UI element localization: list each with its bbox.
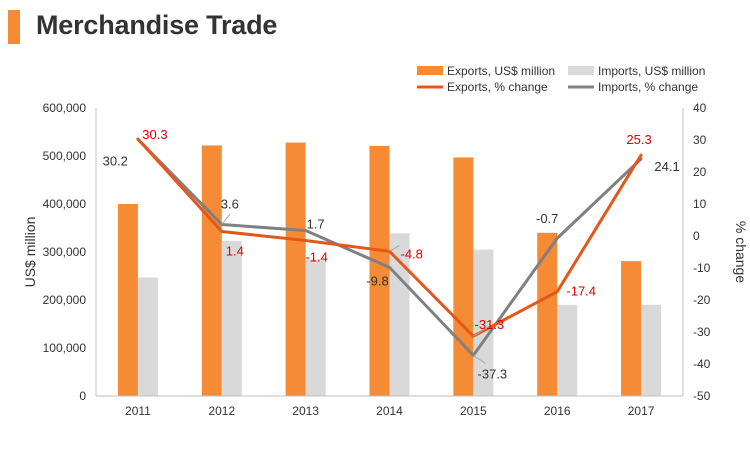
- x-tick-label: 2012: [208, 404, 235, 418]
- imports-bar: [305, 259, 326, 396]
- y2-tick-label: -20: [693, 293, 711, 307]
- y2-tick-label: 30: [693, 133, 707, 147]
- y-tick-label: 200,000: [43, 293, 87, 307]
- imports-bar: [137, 277, 158, 396]
- y2-tick-label: 10: [693, 197, 707, 211]
- imports-change-label: -9.8: [366, 273, 388, 288]
- y2-tick-label: -10: [693, 261, 711, 275]
- y2-tick-label: 20: [693, 165, 707, 179]
- imports-change-label: -0.7: [536, 211, 558, 226]
- imports-label-leader: [221, 214, 231, 225]
- exports-label-leader: [473, 325, 490, 337]
- y2-tick-label: 0: [693, 229, 700, 243]
- y2-axis-title: % change: [733, 221, 749, 283]
- legend-swatch: [417, 66, 443, 75]
- exports-bar: [369, 145, 390, 396]
- imports-bar: [557, 304, 578, 396]
- y-tick-label: 0: [79, 389, 86, 403]
- imports-change-label: 24.1: [654, 159, 679, 174]
- y2-tick-label: 40: [693, 101, 707, 115]
- x-tick-label: 2015: [460, 404, 487, 418]
- y-tick-label: 100,000: [43, 341, 87, 355]
- exports-bar: [453, 157, 474, 396]
- exports-change-label: 25.3: [626, 132, 651, 147]
- y-tick-label: 400,000: [43, 197, 87, 211]
- imports-change-label: 1.7: [307, 217, 325, 232]
- y-tick-label: 500,000: [43, 149, 87, 163]
- imports-change-label: -37.3: [478, 366, 508, 381]
- x-tick-label: 2014: [376, 404, 403, 418]
- imports-label-leader: [473, 354, 486, 364]
- exports-change-label: -1.4: [305, 249, 327, 264]
- legend-swatch: [568, 66, 594, 75]
- x-tick-label: 2016: [544, 404, 571, 418]
- legend-label: Exports, US$ million: [447, 64, 555, 78]
- x-tick-label: 2013: [292, 404, 319, 418]
- y2-tick-label: -40: [693, 357, 711, 371]
- legend-label: Imports, % change: [598, 80, 698, 94]
- exports-change-label: 30.3: [142, 127, 167, 142]
- exports-bar: [621, 261, 642, 396]
- page-title: Merchandise Trade: [36, 10, 278, 40]
- x-tick-label: 2011: [125, 404, 151, 418]
- exports-label-leader: [389, 244, 400, 252]
- exports-change-label: 1.4: [226, 244, 244, 259]
- legend-label: Exports, % change: [447, 80, 548, 94]
- imports-change-label: 30.2: [103, 153, 128, 168]
- imports-change-label: 3.6: [221, 196, 239, 211]
- y2-tick-label: -30: [693, 325, 711, 339]
- exports-change-label: -4.8: [401, 246, 423, 261]
- legend-label: Imports, US$ million: [598, 64, 705, 78]
- exports-change-label: -17.4: [566, 284, 596, 299]
- title-accent-bar: [8, 10, 20, 44]
- exports-change-label: -31.3: [475, 317, 505, 332]
- imports-bar: [473, 249, 494, 396]
- imports-bar: [641, 304, 662, 396]
- y-tick-label: 600,000: [43, 101, 87, 115]
- x-tick-label: 2017: [628, 404, 655, 418]
- imports-bar: [221, 240, 242, 396]
- y2-tick-label: -50: [693, 389, 711, 403]
- y-tick-label: 300,000: [43, 245, 87, 259]
- y-axis-title: US$ million: [22, 217, 38, 288]
- exports-bar: [285, 142, 306, 396]
- exports-bar: [117, 204, 138, 396]
- exports-bar: [201, 145, 222, 396]
- exports-bar: [537, 232, 558, 396]
